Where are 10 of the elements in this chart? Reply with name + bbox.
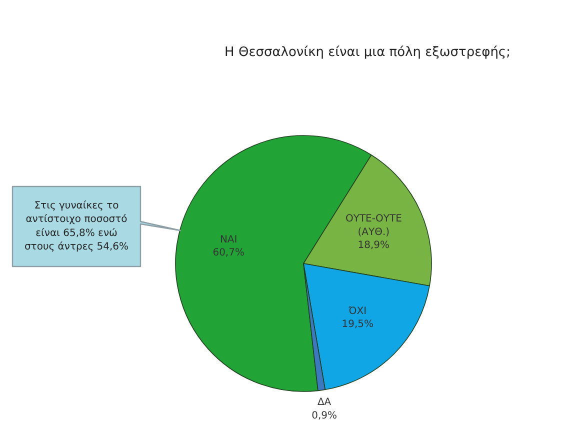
slice-label: ΌΧΙ <box>348 306 367 317</box>
slice-label: ΝΑΙ <box>220 234 238 246</box>
data-label: 18,9% <box>358 240 390 252</box>
data-label: 19,5% <box>342 319 374 330</box>
chart-title: Η Θεσσαλονίκη είναι μια πόλη εξωστρεφής; <box>224 45 510 60</box>
text: Στις γυναίκες το αντίστοιχο ποσοστό είναι 65,8% ενώ στους άντρες 54,6% <box>24 200 129 253</box>
data-label: 60,7% <box>212 248 244 259</box>
data-label: 0,9% <box>312 410 337 422</box>
slice-label: ΟΥΤΕ-ΟΥΤΕ (ΑΥΘ.) <box>345 214 402 238</box>
slice-label: ΔΑ <box>317 397 332 408</box>
